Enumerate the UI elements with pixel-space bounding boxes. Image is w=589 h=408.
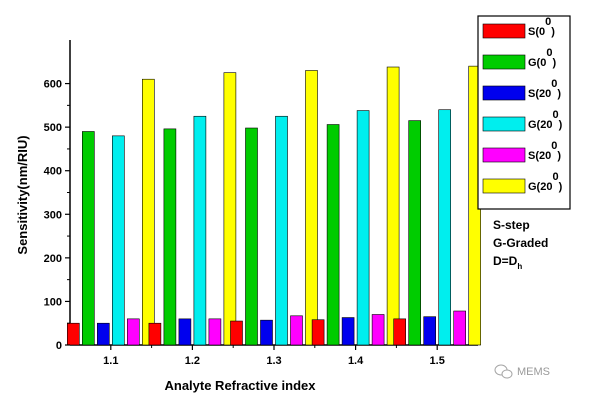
legend-label-suffix: ) [559,181,563,193]
legend-label-main: S(0 [528,26,545,38]
bar [223,72,237,346]
bar [311,319,325,346]
x-tick-label: 1.5 [430,355,445,367]
note-step: S-step [493,218,530,232]
notes: S-step G-Graded D=Dh [493,218,548,271]
legend-swatch [482,178,526,194]
y-ticks-group: 0 100 200 300 400 500 600 [44,79,70,352]
legend: S(00)G(00)S(200)G(200)S(200)G(200) [477,15,571,210]
legend-label-sup: 0 [551,140,557,152]
note-graded: G-Graded [493,236,548,250]
bar [341,317,355,346]
legend-label-main: S(20 [528,88,551,100]
bars-group [67,65,482,346]
x-tick-label: 1.4 [348,355,364,367]
bar [178,318,192,346]
legend-label-main: G(0 [528,57,546,69]
legend-label-suffix: ) [552,57,556,69]
x-axis-title: Analyte Refractive index [164,378,316,393]
legend-label-suffix: ) [551,26,555,38]
legend-swatch [482,147,526,163]
watermark: MEMS [494,364,550,379]
legend-label: G(200) [528,171,563,193]
legend-box [477,15,571,210]
y-tick-label: 0 [56,340,62,352]
wechat-icon [494,364,513,379]
legend-label: S(200) [528,140,561,162]
bar [438,109,452,346]
y-tick-label: 500 [44,122,62,134]
x-tick-label: 1.3 [266,355,281,367]
plot-area: 0 100 200 300 400 500 600 1.1 1.2 1.3 1.4 1.5 [44,40,482,367]
x-tick-label: 1.2 [185,355,200,367]
bar [163,128,177,346]
note-diameter-main: D=D [493,254,518,268]
legend-label-suffix: ) [559,119,563,131]
bar [386,66,400,346]
x-tick-label: 1.1 [103,355,118,367]
bar [208,318,222,346]
legend-label-main: G(20 [528,181,552,193]
bar [82,131,95,346]
bar [245,127,258,346]
y-tick-label: 300 [44,209,62,221]
bar [230,320,243,346]
bar [356,110,370,346]
legend-swatch [482,85,526,101]
legend-label-suffix: ) [557,150,561,162]
bar [408,120,422,346]
bar [423,316,437,346]
legend-label: S(00) [528,16,555,38]
y-tick-label: 400 [44,166,62,178]
bar [193,115,207,346]
bar [290,315,303,346]
legend-label-main: S(20 [528,150,551,162]
legend-label-sup: 0 [546,47,552,59]
x-ticks-group: 1.1 1.2 1.3 1.4 1.5 [103,345,445,367]
watermark-text: MEMS [517,366,550,378]
legend-label: G(00) [528,47,556,69]
y-tick-label: 200 [44,253,62,265]
legend-label: G(200) [528,109,563,131]
legend-label-sup: 0 [551,78,557,90]
bar [142,78,155,346]
bar [275,115,288,346]
y-tick-label: 600 [44,79,62,91]
bar [112,135,125,346]
bar [97,322,110,346]
legend-swatch [482,23,526,39]
bar [127,318,140,346]
legend-label-main: G(20 [528,119,552,131]
y-axis-title: Sensitivity(nm/RIU) [15,135,30,254]
legend-swatch [482,116,526,132]
legend-label: S(200) [528,78,561,100]
legend-label-sup: 0 [552,171,558,183]
legend-label-suffix: ) [557,88,561,100]
bar [305,70,318,346]
legend-label-sup: 0 [552,109,558,121]
note-diameter: D=Dh [493,254,522,271]
bar [326,124,340,346]
legend-swatch [482,54,526,70]
bar [67,322,80,346]
bar [393,318,407,346]
note-diameter-sub: h [517,262,522,271]
bar [148,322,162,346]
bar [453,310,467,346]
y-tick-label: 100 [44,296,62,308]
bar [371,314,385,346]
legend-label-sup: 0 [545,16,551,28]
bar [260,319,273,346]
